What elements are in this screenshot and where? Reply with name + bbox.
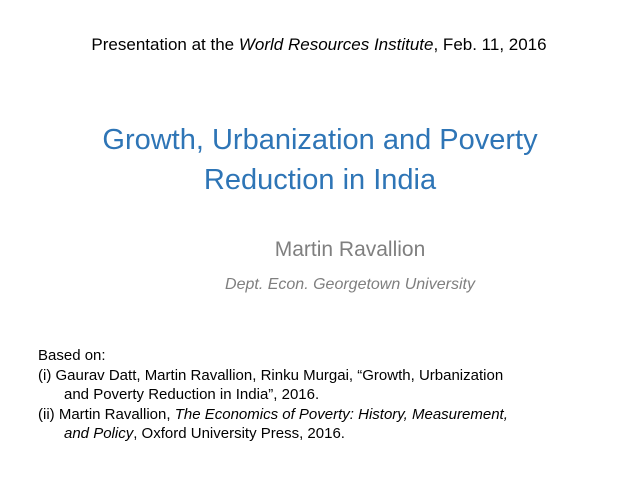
reference-1-line-1: (i) Gaurav Datt, Martin Ravallion, Rinku… xyxy=(38,366,504,384)
header-venue: World Resources Institute xyxy=(238,35,434,54)
author-affiliation: Dept. Econ. Georgetown University xyxy=(225,276,475,293)
header-suffix: , Feb. 11, 2016 xyxy=(433,35,547,54)
reference-2-title-part-1: The Economics of Poverty: History, Measu… xyxy=(174,405,508,423)
reference-2-title-part-2: and Policy xyxy=(64,425,134,442)
reference-2-line-1: (ii) Martin Ravallion, The Economics of … xyxy=(38,405,618,425)
title-line-2: Reduction in India xyxy=(203,164,437,196)
reference-2-author: (ii) Martin Ravallion, xyxy=(38,405,175,423)
header-prefix: Presentation at the xyxy=(91,35,239,54)
title-line-1: Growth, Urbanization and Poverty xyxy=(102,124,538,156)
reference-1-line-2: and Poverty Reduction in India”, 2016. xyxy=(64,386,320,403)
reference-2-line-2: and Policy, Oxford University Press, 201… xyxy=(38,424,618,444)
presentation-header: Presentation at the World Resources Inst… xyxy=(0,35,638,55)
references-intro: Based on: xyxy=(38,347,106,364)
slide-title: Growth, Urbanization and Poverty Reducti… xyxy=(40,120,600,200)
reference-2-publisher: , Oxford University Press, 2016. xyxy=(133,425,345,442)
author-name: Martin Ravallion xyxy=(274,238,426,261)
references-block: Based on: (i) Gaurav Datt, Martin Ravall… xyxy=(38,346,618,444)
